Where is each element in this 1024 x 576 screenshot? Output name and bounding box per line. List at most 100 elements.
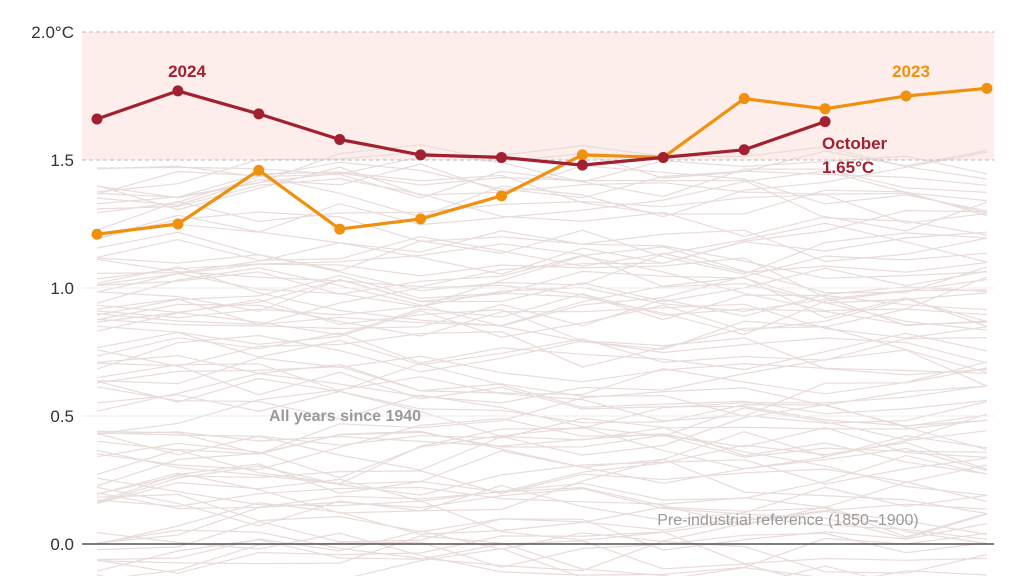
background-year-line	[96, 478, 987, 541]
background-year-line	[96, 229, 987, 275]
background-year-line	[96, 417, 987, 475]
background-year-line	[96, 292, 987, 345]
background-year-line	[96, 255, 988, 312]
background-series-label: All years since 1940	[269, 408, 421, 425]
series-label-2023: 2023	[892, 62, 930, 81]
background-year-line	[96, 430, 987, 485]
background-year-line	[96, 194, 987, 231]
background-year-line	[96, 246, 988, 295]
series-point-2024	[91, 113, 103, 125]
background-year-line	[96, 510, 987, 572]
background-year-line	[96, 493, 987, 540]
background-year-line	[96, 457, 987, 504]
series-point-2024	[172, 85, 184, 97]
background-year-line	[96, 243, 987, 331]
background-year-line	[96, 293, 987, 336]
series-point-2023	[496, 190, 507, 202]
warm-band	[82, 32, 994, 160]
series-line-2024	[95, 89, 827, 167]
callout-value: 1.65°C	[822, 158, 874, 177]
series-point-2024	[657, 151, 669, 163]
background-year-line	[96, 488, 988, 544]
background-year-line	[96, 484, 987, 527]
series-point-2024	[738, 144, 750, 156]
background-year-line	[96, 144, 988, 199]
background-year-line	[96, 209, 987, 275]
background-year-line	[96, 231, 987, 288]
background-year-line	[96, 211, 988, 263]
background-year-line	[96, 431, 987, 487]
series-point-2023	[576, 149, 588, 161]
series-point-2024	[496, 151, 507, 163]
background-year-line	[96, 547, 815, 576]
background-year-line	[96, 417, 987, 471]
series-point-2023	[900, 90, 912, 102]
background-year-line	[96, 468, 988, 502]
background-year-line	[96, 299, 988, 364]
series-point-2023	[819, 103, 831, 115]
background-year-line	[96, 431, 987, 496]
series-point-2023	[91, 228, 103, 240]
background-year-line	[96, 331, 987, 366]
background-year-line	[96, 361, 988, 396]
series-point-2023	[981, 82, 993, 94]
series-point-2023	[415, 213, 427, 225]
background-year-line	[96, 430, 988, 484]
background-year-line	[96, 404, 988, 471]
background-year-line	[96, 284, 987, 326]
y-tick-label: 0.0	[50, 535, 74, 554]
y-tick-label: 1.0	[50, 279, 74, 298]
background-year-line	[96, 518, 988, 551]
highlighted-series	[91, 82, 993, 240]
background-year-line	[96, 332, 988, 371]
background-year-line	[96, 486, 987, 545]
background-year-line	[96, 464, 988, 509]
series-point-2023	[172, 218, 184, 230]
y-axis-ticks: 0.0 0.5 1.0 1.5 2.0°C	[31, 23, 74, 554]
series-point-2023	[334, 223, 346, 235]
background-year-line	[96, 151, 988, 193]
background-year-line	[96, 267, 988, 312]
series-line-2023	[95, 86, 989, 236]
series-label-2024: 2024	[168, 62, 206, 81]
background-years-lines	[96, 144, 988, 576]
y-tick-label: 2.0°C	[31, 23, 74, 42]
baseline-label: Pre-industrial reference (1850–1900)	[657, 512, 918, 529]
background-year-line	[96, 222, 988, 292]
background-year-line	[96, 235, 987, 273]
background-year-line	[96, 458, 988, 515]
series-point-2023	[738, 93, 750, 105]
background-year-line	[96, 454, 988, 507]
series-point-2024	[576, 159, 588, 171]
y-tick-label: 1.5	[50, 151, 74, 170]
background-year-line	[96, 252, 987, 327]
background-year-line	[96, 390, 987, 441]
y-tick-label: 0.5	[50, 407, 74, 426]
background-year-line	[96, 334, 987, 376]
series-point-2024	[415, 149, 427, 161]
background-year-line	[96, 177, 988, 238]
background-year-line	[96, 270, 988, 322]
background-year-line	[96, 363, 987, 415]
background-year-line	[96, 355, 987, 385]
series-point-2023	[253, 164, 265, 176]
callout-month: October	[822, 134, 888, 153]
background-year-line	[96, 530, 988, 574]
series-point-2024	[334, 134, 346, 146]
background-year-line	[96, 362, 987, 427]
background-year-line	[96, 274, 987, 336]
background-year-line	[96, 531, 987, 574]
background-year-line	[96, 441, 988, 503]
background-year-line	[124, 532, 987, 576]
background-year-line	[96, 286, 987, 319]
background-year-line	[96, 377, 987, 424]
background-year-line	[96, 163, 988, 212]
background-year-line	[96, 535, 868, 576]
background-year-line	[96, 151, 988, 218]
series-point-2024	[253, 108, 265, 120]
background-year-line	[96, 532, 987, 576]
background-year-line	[96, 303, 987, 339]
background-year-line	[96, 267, 987, 351]
series-point-2024	[819, 116, 831, 128]
